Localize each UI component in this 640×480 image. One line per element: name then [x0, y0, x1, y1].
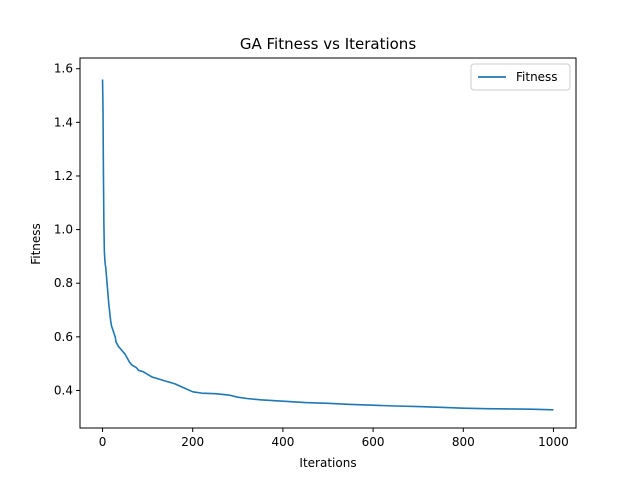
legend-box [470, 63, 571, 91]
y-tick-label: 1.4 [54, 115, 73, 129]
y-axis-label: Fitness [29, 223, 43, 265]
y-axis-ticks: 0.4 0.6 0.8 1.0 1.2 1.4 1.6 [54, 62, 80, 397]
y-tick-label: 0.6 [54, 330, 73, 344]
axes-frame [79, 57, 577, 429]
x-tick-label: 1000 [538, 435, 569, 449]
y-tick-label: 0.4 [54, 383, 73, 397]
y-tick-label: 1.0 [54, 223, 73, 237]
x-tick-label: 200 [181, 435, 204, 449]
x-tick-label: 0 [99, 435, 107, 449]
legend-label: Fitness [516, 70, 558, 84]
x-tick-label: 600 [362, 435, 385, 449]
x-axis-label: Iterations [299, 456, 356, 470]
plot-area [79, 57, 577, 429]
x-axis-ticks: 0 200 400 600 800 1000 [99, 428, 569, 449]
chart-title: GA Fitness vs Iterations [240, 35, 416, 53]
y-tick-label: 1.6 [54, 62, 73, 76]
x-tick-label: 400 [271, 435, 294, 449]
x-tick-label: 800 [452, 435, 475, 449]
series-line-0 [101, 79, 554, 411]
y-tick-label: 1.2 [54, 169, 73, 183]
y-tick-label: 0.8 [54, 276, 73, 290]
legend: Fitness [470, 63, 571, 91]
